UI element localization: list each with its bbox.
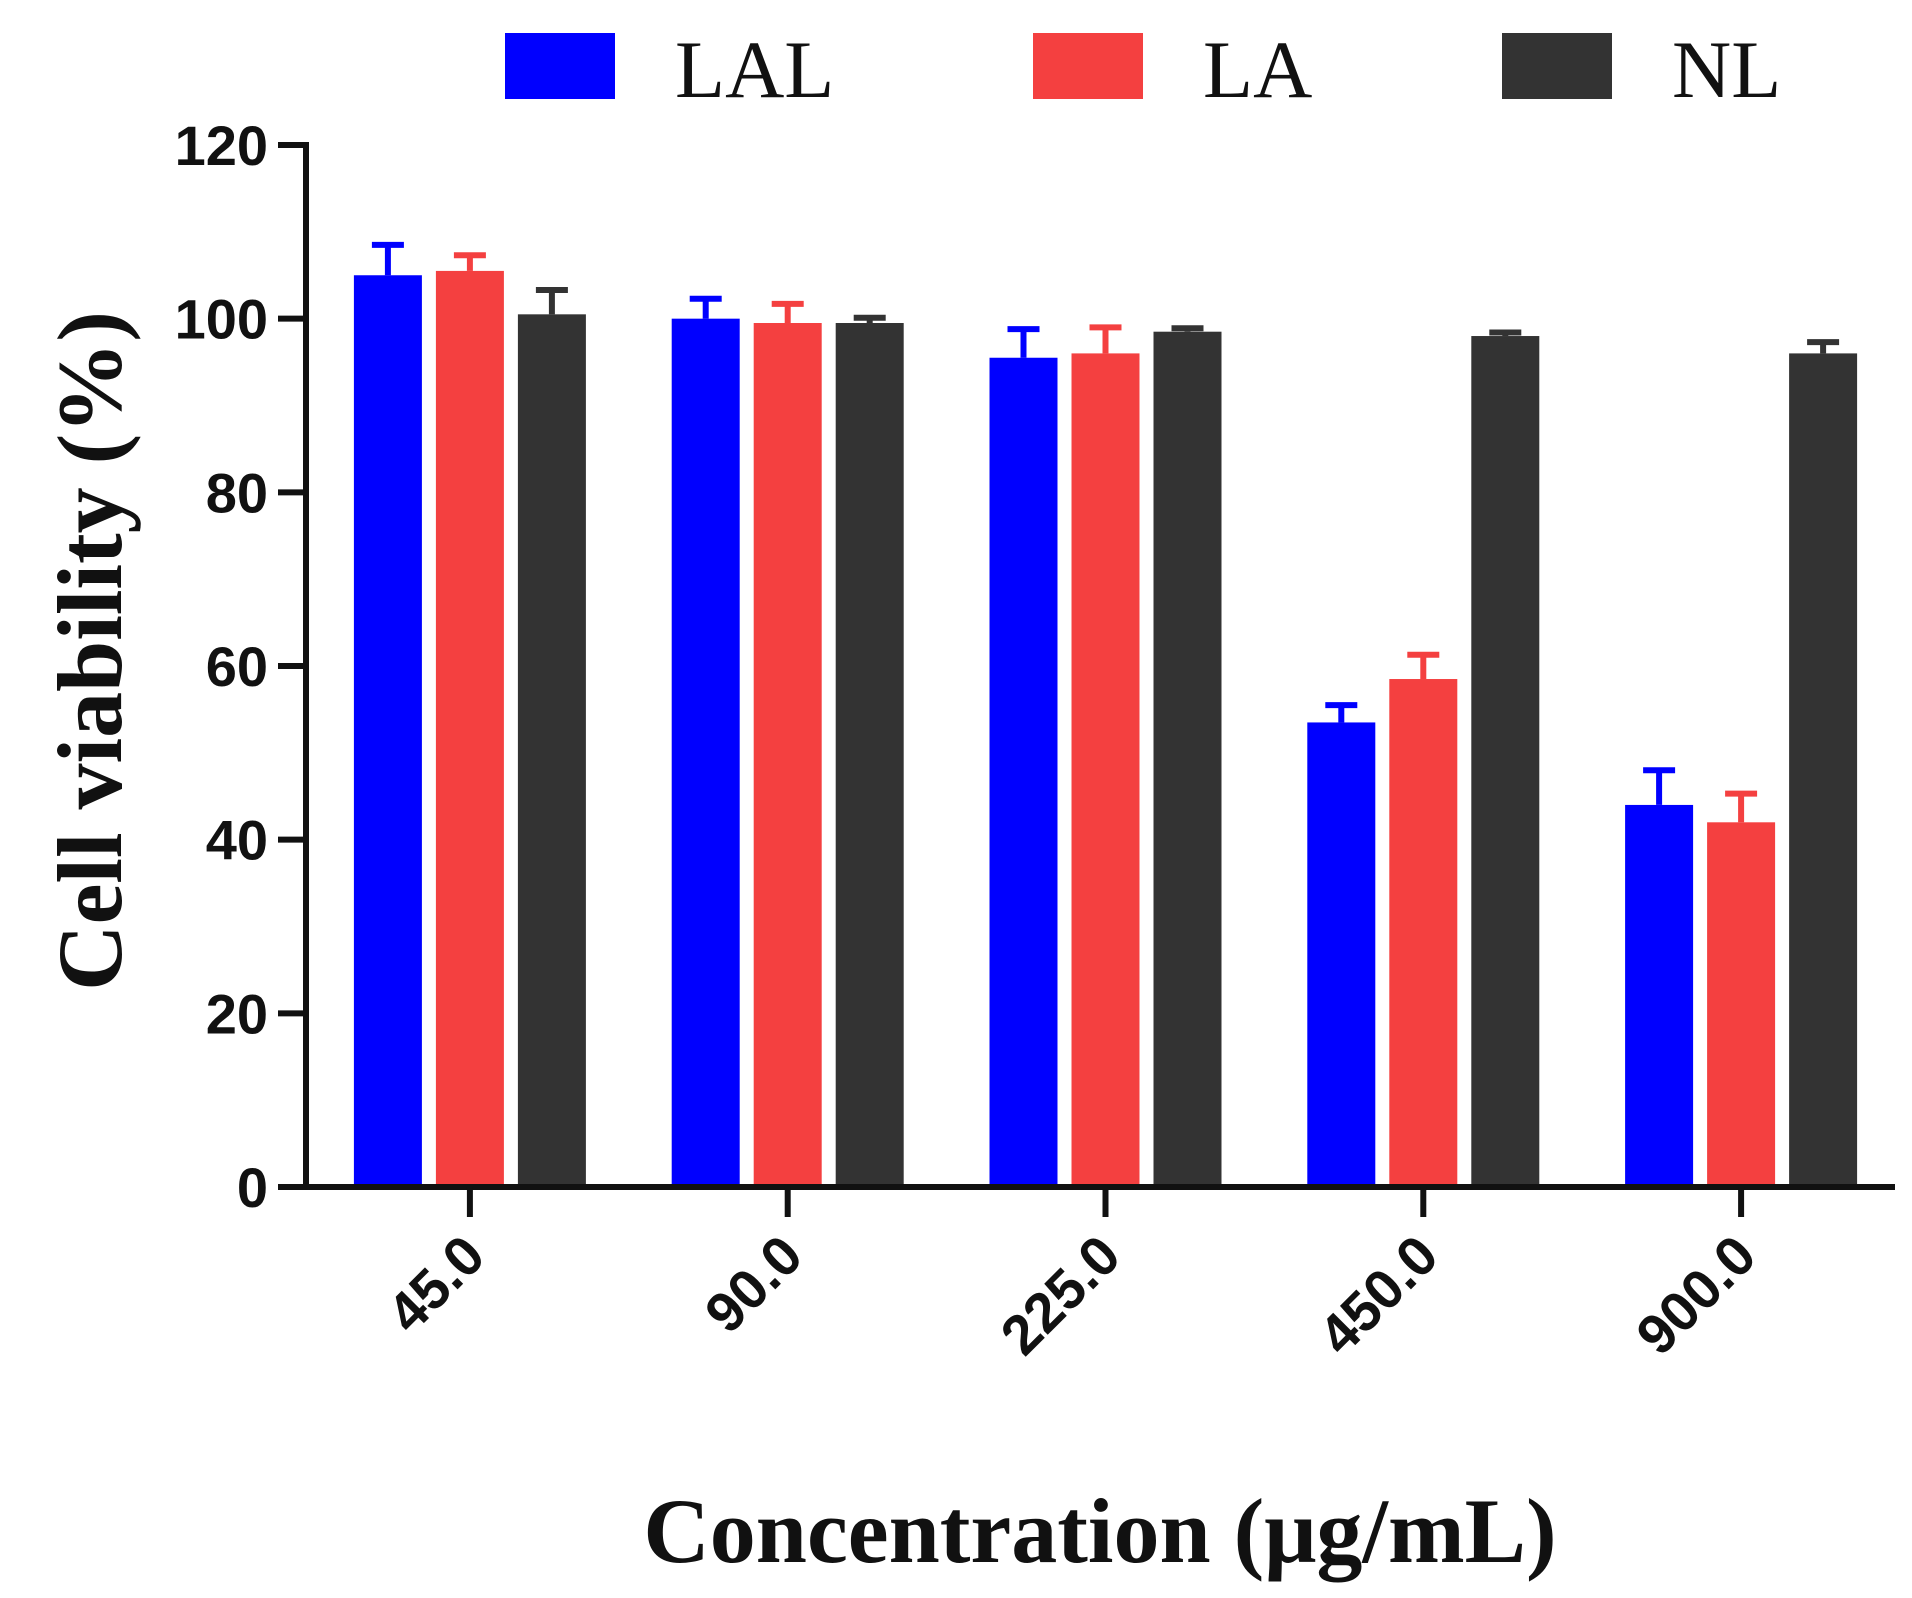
- bar-nl-225.0: [1153, 331, 1222, 1188]
- bar-nl-45.0: [517, 314, 586, 1187]
- bar-la-900.0: [1707, 822, 1776, 1187]
- x-ticks: 45.0 90.0 225.0 450.0 900.0: [375, 1187, 1768, 1367]
- x-axis-title: Concentration (μg/mL): [643, 1480, 1556, 1582]
- bar-lal-900.0: [1625, 804, 1694, 1187]
- y-axis-title: Cell viability (%): [39, 311, 141, 991]
- y-tick-label: 0: [237, 1156, 268, 1219]
- x-tick-label: 45.0: [375, 1223, 497, 1345]
- bar-lal-450.0: [1307, 722, 1376, 1187]
- y-tick-label: 20: [206, 982, 268, 1045]
- legend-label-nl: NL: [1672, 24, 1781, 115]
- y-tick-label: 40: [206, 809, 268, 872]
- x-tick-label: 450.0: [1306, 1223, 1450, 1367]
- legend-swatch-la: [1033, 33, 1143, 99]
- legend-swatch-nl: [1502, 33, 1612, 99]
- y-tick-label: 100: [175, 288, 268, 351]
- y-ticks: 0 20 40 60 80 100 120: [175, 114, 306, 1219]
- bar-la-450.0: [1389, 679, 1458, 1187]
- bar-lal-90.0: [671, 318, 740, 1188]
- x-tick-label: 225.0: [988, 1223, 1132, 1367]
- y-tick-label: 120: [175, 114, 268, 177]
- bar-la-45.0: [435, 270, 504, 1187]
- legend-label-lal: LAL: [675, 24, 834, 115]
- bar-lal-225.0: [989, 357, 1058, 1187]
- bar-nl-90.0: [835, 323, 904, 1188]
- bars: [353, 270, 1858, 1188]
- legend-swatch-lal: [505, 33, 615, 99]
- bar-la-225.0: [1071, 353, 1140, 1187]
- y-tick-label: 60: [206, 635, 268, 698]
- error-bars: [371, 241, 1840, 823]
- x-tick-label: 90.0: [693, 1223, 815, 1345]
- bar-nl-450.0: [1471, 336, 1540, 1187]
- legend-label-la: LA: [1203, 24, 1312, 115]
- legend: LAL LA NL: [505, 24, 1781, 115]
- x-tick-label: 900.0: [1624, 1223, 1768, 1367]
- y-tick-label: 80: [206, 461, 268, 524]
- bar-la-90.0: [753, 323, 822, 1188]
- bar-nl-900.0: [1789, 353, 1858, 1187]
- bar-lal-45.0: [353, 275, 422, 1187]
